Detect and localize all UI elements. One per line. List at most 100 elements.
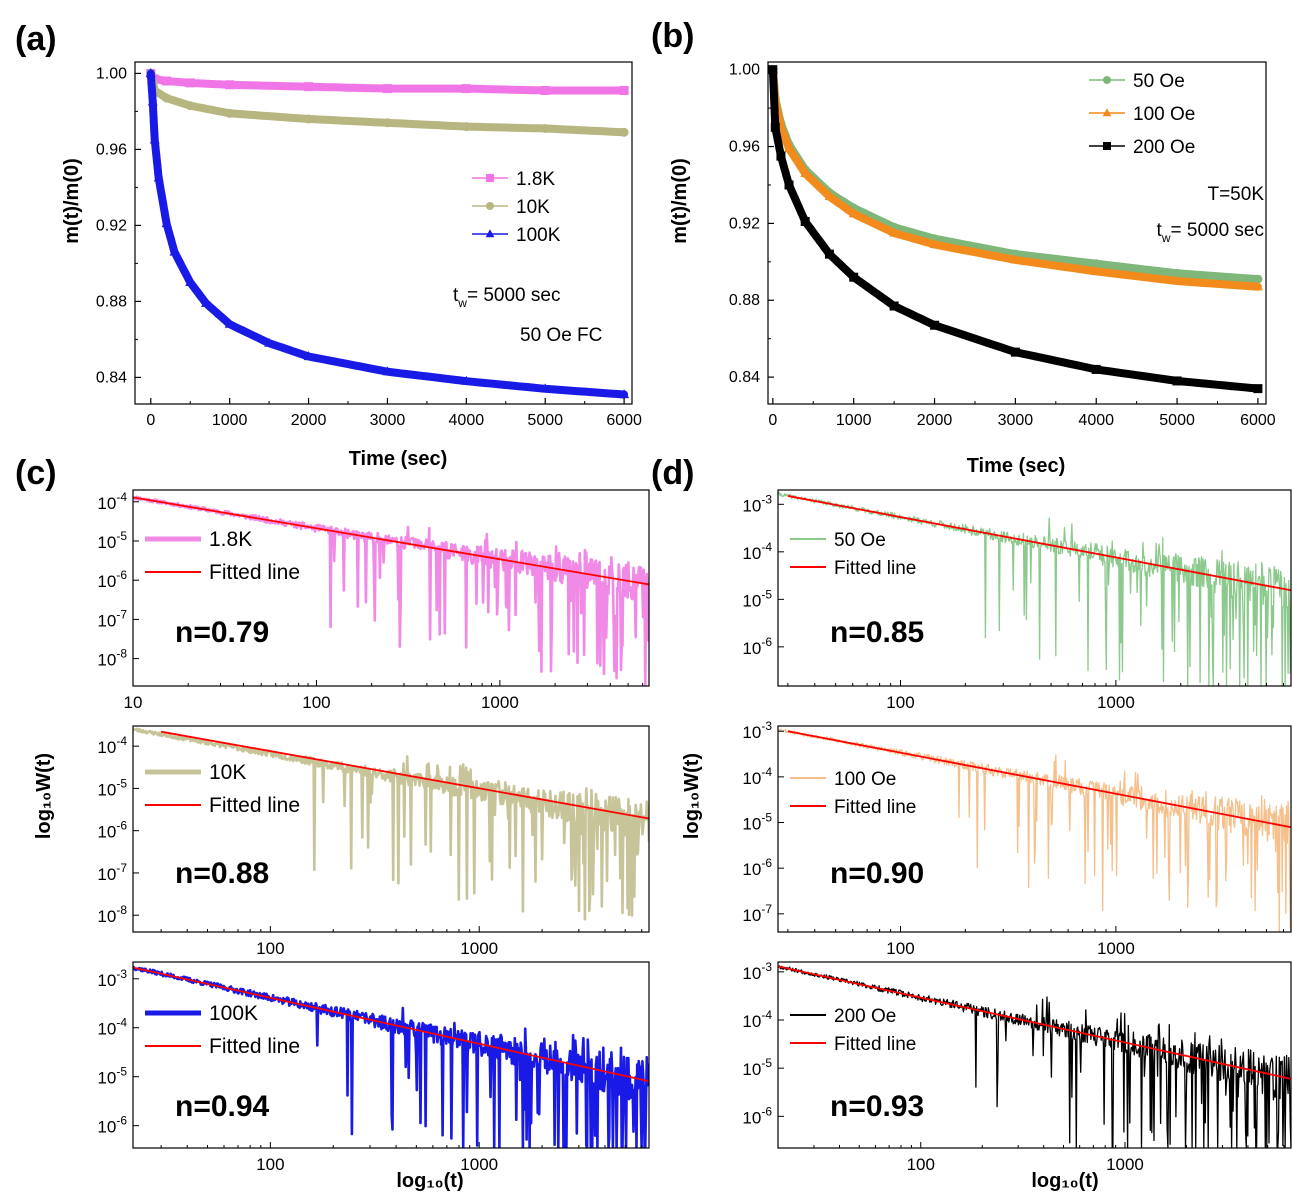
series-b-0-point xyxy=(1253,274,1263,284)
y-axis-title: log₁₀W(t) xyxy=(681,753,703,839)
plot-area-d2 xyxy=(778,728,1291,932)
y-tick-label: 0.92 xyxy=(96,217,127,234)
x-tick-label: 6000 xyxy=(1240,412,1276,429)
exponent-annotation: n=0.90 xyxy=(830,857,924,890)
legend-label: Fitted line xyxy=(834,558,916,579)
series-d2-data-line xyxy=(778,728,1291,932)
series-b-1-point xyxy=(929,239,940,249)
legend-label: Fitted line xyxy=(209,1035,300,1058)
series-c1-fitted-line xyxy=(133,496,649,586)
series-b-2-point xyxy=(776,151,786,161)
series-b-1-point xyxy=(848,208,859,218)
x-tick-label: 100 xyxy=(256,1155,284,1174)
series-a-2-point xyxy=(153,172,164,182)
y-tick-label: 10-5 xyxy=(742,811,772,834)
y-tick-label: 10-5 xyxy=(97,1065,127,1088)
axes-frame-c1 xyxy=(132,489,650,687)
legend-label: Fitted line xyxy=(834,1034,916,1055)
y-tick-label: 10-6 xyxy=(742,1104,772,1127)
y-tick-label: 0.96 xyxy=(729,139,760,156)
plot-area-d3 xyxy=(778,965,1291,1148)
series-a-2-point xyxy=(382,366,393,376)
legend-label: 200 Oe xyxy=(1133,137,1195,158)
series-a-2-point xyxy=(224,318,235,328)
exponent-annotation: n=0.85 xyxy=(830,616,924,649)
y-tick-label: 0.84 xyxy=(729,369,760,386)
series-a-1-point xyxy=(185,101,195,111)
series-a-2-point xyxy=(619,389,630,399)
legend-label: 10K xyxy=(209,761,246,784)
axes-frame-a xyxy=(134,61,633,405)
y-axis-title: m(t)/m(0) xyxy=(669,158,691,244)
axes-frame-b xyxy=(767,61,1267,405)
x-tick-label: 1000 xyxy=(1097,939,1135,958)
series-c3-fitted-line xyxy=(133,966,649,1083)
y-tick-label: 10-4 xyxy=(742,765,772,788)
x-tick-label: 1000 xyxy=(1106,1155,1144,1174)
plot-area-c3 xyxy=(133,965,649,1148)
series-a-2-point xyxy=(149,134,160,144)
x-tick-label: 100 xyxy=(302,693,330,712)
annotation-wait-time: tw= 5000 sec xyxy=(453,285,560,310)
y-tick-label: 10-7 xyxy=(97,607,127,630)
y-tick-label: 10-3 xyxy=(97,967,127,990)
series-b-1-point xyxy=(1010,254,1021,264)
plot-area-c2 xyxy=(133,727,649,921)
y-tick-label: 0.84 xyxy=(96,369,127,386)
series-a-0-point xyxy=(540,86,550,95)
series-b-1-point xyxy=(784,143,794,153)
panel-d2: 100 1000 10-7 10-6 10-5 10-4 10-3 log₁₀W(t) 100 … xyxy=(681,719,1292,958)
legend-label: 10K xyxy=(516,197,550,218)
legend-swatch-marker xyxy=(486,174,494,182)
series-d3-fitted-line xyxy=(778,965,1291,1080)
legend-label: 100 Oe xyxy=(1133,104,1195,125)
series-b-0-curve xyxy=(768,65,1262,284)
panel-label: (a) xyxy=(15,20,57,58)
legend-label: 50 Oe xyxy=(834,530,886,551)
x-tick-label: 5000 xyxy=(1159,412,1195,429)
y-tick-label: 10-5 xyxy=(97,529,127,552)
panel-c1: 10 100 1000 10-8 10-7 10-6 10-5 10-4 (c) 1.8K Fitt… xyxy=(15,454,650,712)
series-c2-fitted-line xyxy=(160,730,649,820)
panel-d3: 100 1000 10-6 10-5 10-4 10-3 log₁₀(t) 200 Oe Fit… xyxy=(742,960,1292,1192)
axes-frame-d1 xyxy=(777,489,1292,687)
legend-swatch-marker xyxy=(485,229,495,238)
series-b-1-point xyxy=(889,227,900,237)
y-tick-label: 10-4 xyxy=(97,490,127,513)
series-b-2-point xyxy=(824,249,834,259)
series-a-1-point xyxy=(382,118,392,128)
series-d3-data-line xyxy=(778,965,1291,1148)
axes-frame-c3 xyxy=(132,961,650,1149)
series-b-1-point xyxy=(800,168,811,178)
series-a-1-curve xyxy=(146,69,629,137)
legend-label: 1.8K xyxy=(516,169,555,190)
x-tick-label: 4000 xyxy=(449,412,485,429)
y-axis-title: m(t)/m(0) xyxy=(61,158,83,244)
series-a-2-point xyxy=(461,375,472,385)
series-b-0-point xyxy=(1172,268,1182,278)
series-b-2-point xyxy=(889,301,899,311)
y-tick-label: 10-6 xyxy=(97,1114,127,1137)
legend-label: 1.8K xyxy=(209,528,252,551)
y-tick-label: 10-3 xyxy=(742,719,772,742)
y-tick-label: 0.96 xyxy=(96,141,127,158)
x-tick-label: 0 xyxy=(146,412,155,429)
legend-swatch-marker xyxy=(486,202,494,210)
series-c2-data-line xyxy=(133,727,649,921)
y-tick-label: 10-4 xyxy=(742,540,772,563)
panel-b: 0 1000 2000 3000 4000 5000 6000 0.84 0.88 0.92 0.9… xyxy=(651,17,1276,477)
legend-label: Fitted line xyxy=(209,794,300,817)
legend-label: Fitted line xyxy=(209,561,300,584)
legend-label: 100 Oe xyxy=(834,769,896,790)
x-tick-label: 100 xyxy=(256,939,284,958)
x-tick-label: 1000 xyxy=(212,412,248,429)
x-tick-label: 1000 xyxy=(836,412,872,429)
series-a-2-point xyxy=(201,297,211,307)
legend-label: 100K xyxy=(209,1002,258,1025)
series-a-2-point xyxy=(264,337,275,347)
x-tick-label: 100 xyxy=(886,939,914,958)
y-tick-label: 10-4 xyxy=(97,734,127,757)
series-a-1-point xyxy=(619,127,629,137)
x-tick-label: 1000 xyxy=(460,939,498,958)
exponent-annotation: n=0.93 xyxy=(830,1090,924,1123)
